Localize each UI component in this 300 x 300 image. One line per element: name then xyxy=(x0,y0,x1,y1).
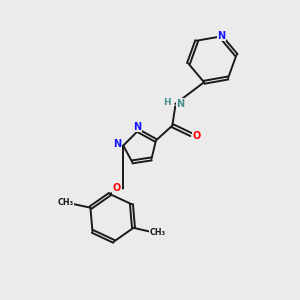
Text: N: N xyxy=(217,31,225,41)
Text: O: O xyxy=(193,131,201,141)
Text: N: N xyxy=(112,140,121,149)
Text: O: O xyxy=(113,183,121,193)
Text: CH₃: CH₃ xyxy=(149,228,165,237)
Text: N: N xyxy=(177,99,185,109)
Text: CH₃: CH₃ xyxy=(58,199,74,208)
Text: H: H xyxy=(163,98,171,107)
Text: N: N xyxy=(134,122,142,131)
